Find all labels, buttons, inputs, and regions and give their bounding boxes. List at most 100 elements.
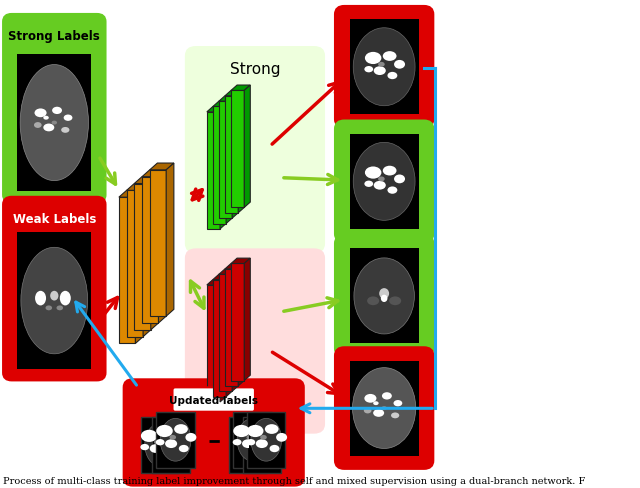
Bar xyxy=(247,412,285,468)
Ellipse shape xyxy=(373,402,379,406)
Ellipse shape xyxy=(45,306,52,311)
Polygon shape xyxy=(231,264,244,381)
Ellipse shape xyxy=(367,297,380,305)
Ellipse shape xyxy=(150,444,162,453)
Ellipse shape xyxy=(391,413,399,418)
Ellipse shape xyxy=(60,291,71,306)
Ellipse shape xyxy=(389,297,401,305)
Ellipse shape xyxy=(364,408,371,414)
Ellipse shape xyxy=(154,440,161,445)
FancyBboxPatch shape xyxy=(336,122,432,242)
Bar xyxy=(249,414,284,466)
Ellipse shape xyxy=(170,435,176,440)
Polygon shape xyxy=(207,280,226,285)
Ellipse shape xyxy=(50,291,58,301)
Ellipse shape xyxy=(374,182,386,190)
Polygon shape xyxy=(207,285,220,402)
Ellipse shape xyxy=(383,52,397,62)
Ellipse shape xyxy=(378,63,385,68)
Ellipse shape xyxy=(20,65,88,181)
Ellipse shape xyxy=(394,400,403,407)
FancyBboxPatch shape xyxy=(185,249,325,434)
Text: Strong: Strong xyxy=(230,61,280,77)
Bar xyxy=(236,414,269,466)
Ellipse shape xyxy=(159,429,173,439)
Polygon shape xyxy=(244,259,250,381)
Ellipse shape xyxy=(364,394,376,403)
Polygon shape xyxy=(150,170,166,317)
Bar xyxy=(141,417,179,473)
Polygon shape xyxy=(213,280,226,397)
Bar xyxy=(350,20,419,115)
Polygon shape xyxy=(225,97,238,213)
Ellipse shape xyxy=(378,177,385,182)
Ellipse shape xyxy=(265,424,278,434)
Ellipse shape xyxy=(179,445,189,452)
Polygon shape xyxy=(231,91,244,208)
Polygon shape xyxy=(134,184,151,330)
Polygon shape xyxy=(219,269,238,275)
Polygon shape xyxy=(213,275,232,280)
Ellipse shape xyxy=(170,438,181,447)
FancyBboxPatch shape xyxy=(336,348,432,468)
Polygon shape xyxy=(119,191,143,198)
Bar xyxy=(229,417,268,473)
Bar xyxy=(156,412,195,468)
Ellipse shape xyxy=(63,115,72,122)
Polygon shape xyxy=(142,170,166,177)
Ellipse shape xyxy=(354,258,414,334)
Polygon shape xyxy=(225,91,244,97)
Ellipse shape xyxy=(269,445,280,452)
Ellipse shape xyxy=(262,433,273,442)
Polygon shape xyxy=(142,177,159,324)
Ellipse shape xyxy=(394,175,405,184)
Polygon shape xyxy=(134,177,159,184)
Ellipse shape xyxy=(256,445,266,452)
Polygon shape xyxy=(220,107,226,229)
Ellipse shape xyxy=(174,424,188,434)
Polygon shape xyxy=(219,97,238,102)
Ellipse shape xyxy=(365,53,381,65)
Ellipse shape xyxy=(35,109,47,118)
Ellipse shape xyxy=(156,425,173,437)
Ellipse shape xyxy=(353,368,416,448)
Ellipse shape xyxy=(387,73,397,80)
Polygon shape xyxy=(166,163,174,317)
Polygon shape xyxy=(143,184,151,337)
Polygon shape xyxy=(219,275,232,391)
Polygon shape xyxy=(207,107,226,113)
Bar xyxy=(350,361,419,456)
Bar xyxy=(233,412,272,468)
Ellipse shape xyxy=(186,433,196,442)
Ellipse shape xyxy=(165,439,177,448)
Text: Updated labels: Updated labels xyxy=(169,395,258,405)
Polygon shape xyxy=(127,191,143,337)
Ellipse shape xyxy=(387,187,397,194)
Ellipse shape xyxy=(365,167,381,179)
Ellipse shape xyxy=(35,291,46,306)
Polygon shape xyxy=(231,259,250,264)
Ellipse shape xyxy=(251,424,265,434)
FancyBboxPatch shape xyxy=(173,387,255,412)
Ellipse shape xyxy=(61,128,69,134)
Polygon shape xyxy=(226,275,232,397)
Text: Process of multi-class training label improvement through self and mixed supervi: Process of multi-class training label im… xyxy=(3,476,586,485)
Bar xyxy=(243,417,281,473)
FancyBboxPatch shape xyxy=(336,237,432,356)
Bar xyxy=(152,417,190,473)
FancyBboxPatch shape xyxy=(336,8,432,127)
Polygon shape xyxy=(226,102,232,224)
Ellipse shape xyxy=(394,61,405,70)
Ellipse shape xyxy=(56,306,63,311)
FancyBboxPatch shape xyxy=(124,380,303,485)
Polygon shape xyxy=(207,113,220,229)
Ellipse shape xyxy=(160,419,191,461)
Ellipse shape xyxy=(383,166,397,176)
Ellipse shape xyxy=(353,143,415,221)
Ellipse shape xyxy=(233,425,250,437)
Ellipse shape xyxy=(21,248,88,354)
Polygon shape xyxy=(150,163,174,170)
Ellipse shape xyxy=(374,67,386,76)
Ellipse shape xyxy=(246,439,255,446)
Ellipse shape xyxy=(163,450,173,457)
